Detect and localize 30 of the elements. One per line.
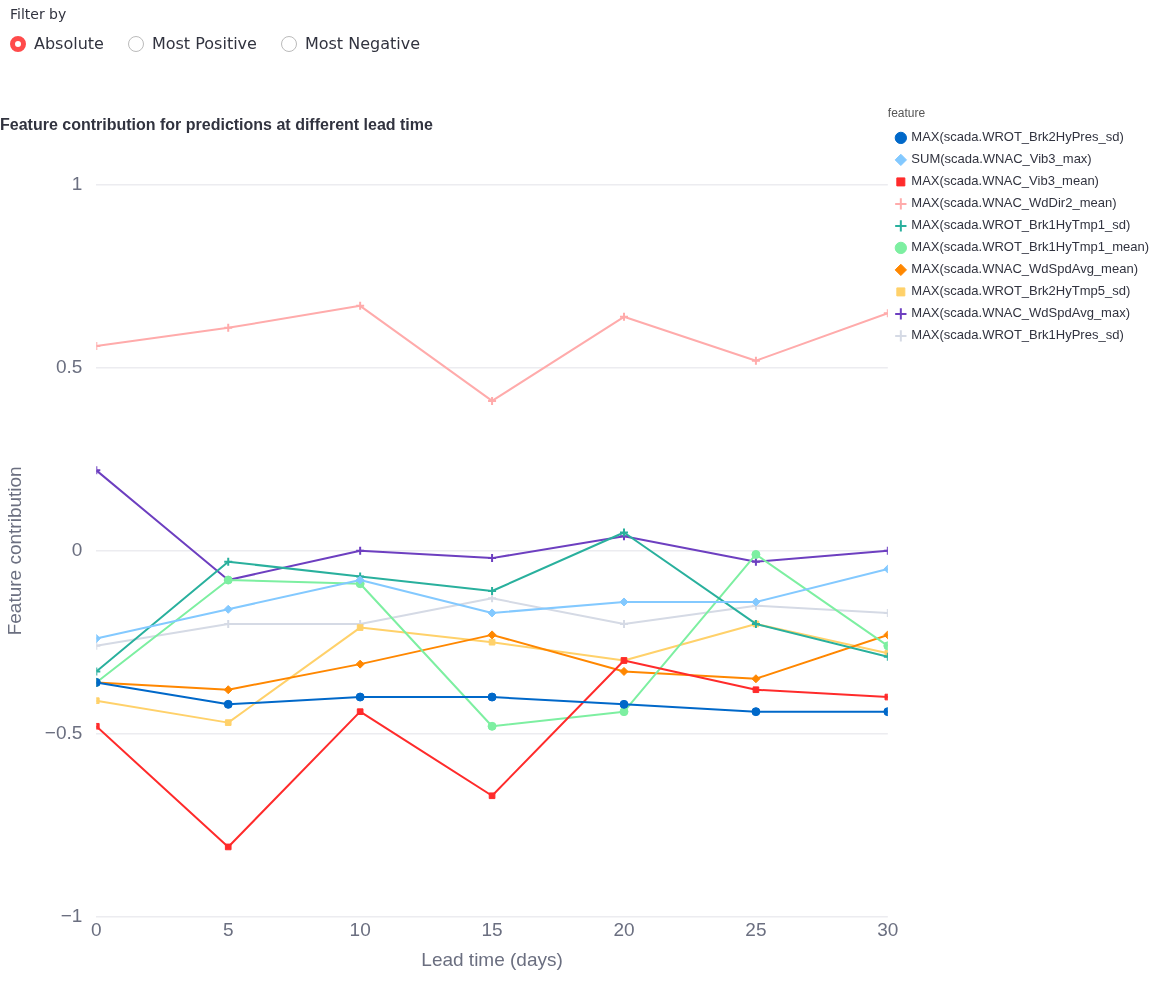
x-tick-label: 0 — [91, 919, 102, 941]
legend-label: MAX(scada.WNAC_WdSpdAvg_max) — [911, 305, 1130, 321]
legend-label: MAX(scada.WROT_Brk1HyPres_sd) — [911, 327, 1124, 343]
text: Filter by — [10, 6, 68, 22]
chart-title: Feature contribution for predictions at different lead time — [0, 116, 434, 134]
x-axis-title: Lead time (days) — [421, 948, 563, 970]
text: Most Negative — [304, 34, 420, 53]
legend-label: MAX(scada.WNAC_Vib3_mean) — [911, 173, 1099, 189]
y-tick-label: 1 — [71, 173, 83, 195]
x-tick-label: 15 — [481, 919, 503, 941]
x-tick-label: 10 — [349, 919, 371, 941]
x-tick-label: 20 — [613, 919, 635, 941]
legend-label: MAX(scada.WROT_Brk2HyTmp5_sd) — [911, 283, 1131, 299]
legend-label: MAX(scada.WROT_Brk2HyPres_sd) — [911, 129, 1124, 145]
y-axis-title: Feature contribution — [3, 466, 25, 636]
legend-label: MAX(scada.WNAC_WdSpdAvg_mean) — [911, 261, 1138, 277]
y-tick-label: −0.5 — [44, 721, 83, 743]
x-tick-label: 5 — [222, 919, 234, 941]
legend-label: SUM(scada.WNAC_Vib3_max) — [911, 151, 1092, 167]
legend-label: MAX(scada.WROT_Brk1HyTmp1_sd) — [911, 217, 1131, 233]
y-tick-label: 0.5 — [55, 356, 83, 378]
y-tick-label: 0 — [71, 539, 83, 561]
text: Most Positive — [151, 34, 257, 53]
legend-label: MAX(scada.WNAC_WdDir2_mean) — [911, 195, 1117, 211]
y-tick-label: −1 — [60, 904, 83, 926]
x-tick-label: 30 — [877, 919, 899, 941]
text: Absolute — [34, 34, 104, 53]
legend-label: MAX(scada.WROT_Brk1HyTmp1_mean) — [911, 239, 1149, 255]
x-tick-label: 25 — [745, 919, 767, 941]
legend-title: feature — [887, 106, 926, 121]
